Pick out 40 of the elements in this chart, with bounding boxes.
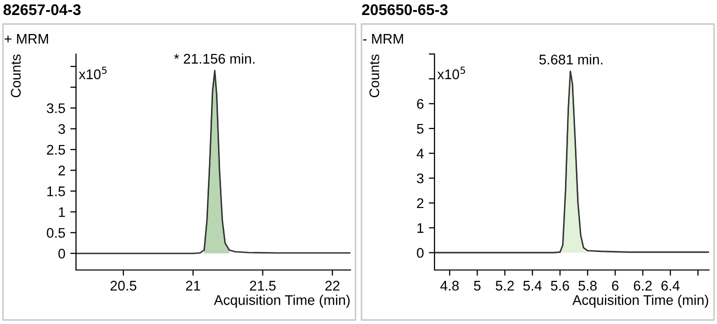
x-tick-label: 21.5 (250, 280, 276, 291)
y-tick-label: 0 (58, 248, 66, 259)
y-tick-label: 2 (417, 198, 424, 208)
y-tick-label: 4 (416, 148, 424, 158)
y-tick-label: 5 (416, 124, 424, 134)
x-tick-label: 22 (325, 280, 340, 290)
x-tick-label: 5.4 (523, 280, 542, 291)
y-tick-label: 1.5 (47, 186, 66, 196)
annotation: x10$^{5}$ (78, 66, 107, 80)
y-tick-label: 3 (416, 173, 424, 184)
y-tick-label: 3 (58, 124, 65, 134)
y-tick-label: 0.5 (46, 228, 66, 238)
y-tick-label: 2 (58, 166, 65, 176)
x-axis-title: Acquisition Time (min) (572, 294, 708, 308)
chart-subtitle: - MRM (363, 34, 404, 44)
chart-subtitle: + MRM (4, 34, 48, 44)
annotation: x10$^{5}$ (437, 66, 466, 80)
x-tick-label: 5 (474, 280, 481, 291)
y-tick-label: 6 (417, 98, 424, 109)
x-tick-label: 4.8 (440, 280, 459, 291)
y-axis-title: Counts (369, 54, 380, 98)
y-tick-label: 3.5 (46, 103, 66, 114)
x-tick-label: 5.8 (578, 280, 597, 291)
y-tick-label: 2.5 (46, 144, 66, 155)
y-tick-label: 0 (416, 248, 424, 258)
chart-title: 82657-04-3 (3, 4, 81, 16)
y-tick-label: 1 (58, 207, 65, 217)
y-axis-title: Counts (10, 54, 21, 98)
x-axis-title: Acquisition Time (min) (214, 294, 350, 308)
x-tick-label: 6.2 (634, 280, 652, 291)
y-tick-label: 1 (417, 223, 424, 233)
x-tick-label: 5.2 (496, 280, 514, 291)
x-tick-label: 20.5 (110, 280, 136, 291)
x-tick-label: 6.4 (661, 280, 680, 291)
x-tick-label: 21 (186, 280, 200, 290)
annotation: * 21.156 min. (174, 54, 254, 64)
chart-title: 205650-65-3 (362, 4, 448, 16)
annotation: 5.681 min. (539, 54, 602, 64)
x-tick-label: 5.6 (550, 280, 570, 291)
x-tick-label: 6 (612, 280, 618, 291)
